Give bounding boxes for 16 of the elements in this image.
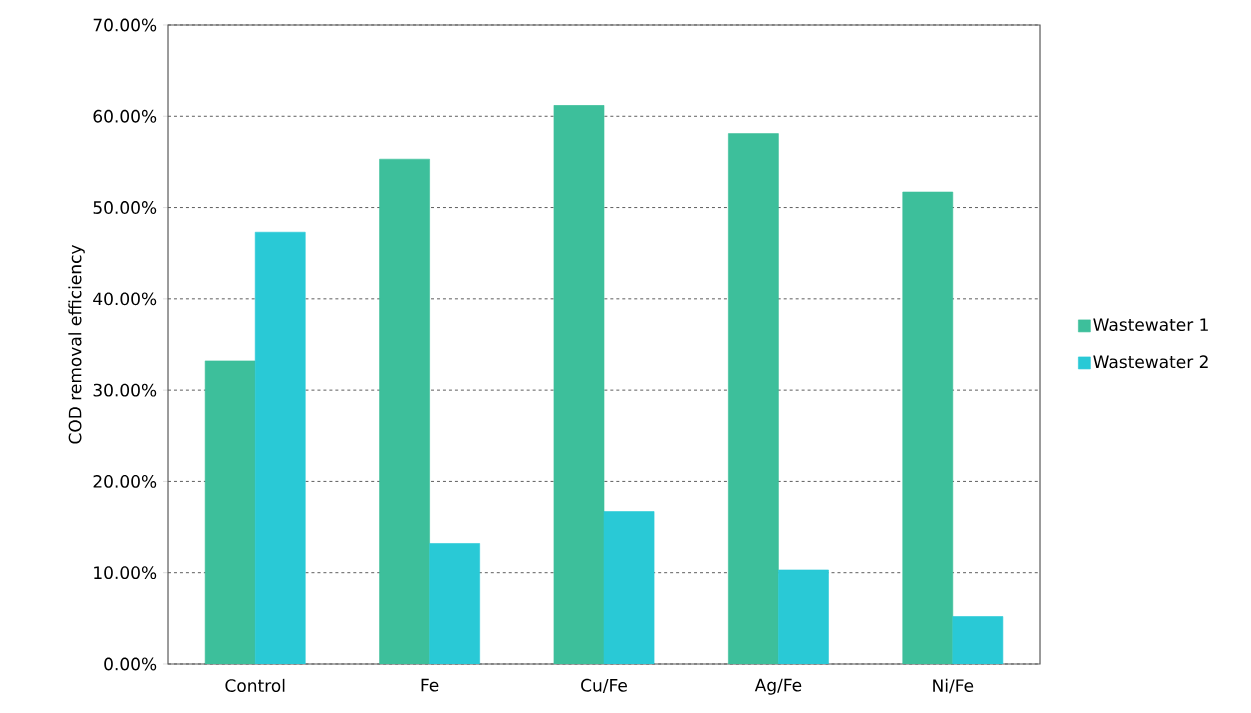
y-tick-label: 60.00% [93,109,157,123]
x-tick-label: Ag/Fe [754,678,802,695]
x-tick-label: Fe [421,678,439,692]
y-tick-label: 70.00% [93,18,157,32]
y-tick-label: 30.00% [93,383,157,397]
legend-label: Wastewater 2 [1093,355,1208,369]
y-tick-label: 50.00% [93,201,157,214]
y-tick-label: 20.00% [93,474,157,488]
x-tick-label: Ni/Fe [933,678,974,694]
x-tick-label: Cu/Fe [581,678,627,694]
y-tick-label: 0.00% [104,657,157,671]
y-axis-title: COD removal efficiency [68,245,85,444]
x-tick-label: Control [225,678,285,692]
legend-label: Wastewater 1 [1093,318,1208,332]
y-tick-label: 40.00% [93,292,157,306]
y-tick-label: 10.00% [94,566,157,580]
